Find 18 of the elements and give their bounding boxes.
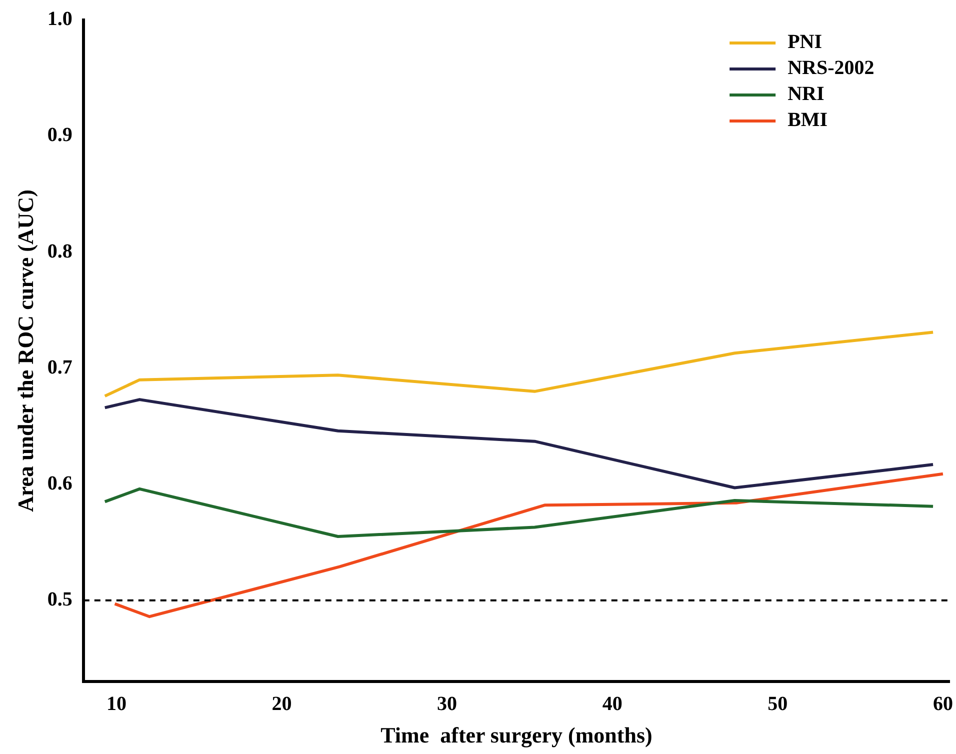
x-tick-label: 40 [602, 692, 622, 715]
y-tick-label: 0.7 [47, 356, 72, 378]
legend-label: BMI [788, 109, 828, 132]
x-tick-label: 60 [932, 692, 953, 715]
y-tick-label: 0.9 [47, 124, 72, 146]
x-tick-label: 20 [272, 692, 292, 715]
x-axis-title: Time after surgery (months) [380, 722, 652, 748]
y-tick-label: 0.5 [47, 588, 72, 611]
legend-label: NRS-2002 [788, 57, 874, 80]
y-axis-title: Area under the ROC curve (AUC) [12, 190, 38, 512]
x-tick-label: 30 [437, 692, 458, 715]
legend-label: NRI [788, 83, 824, 106]
legend-label: PNI [788, 31, 822, 54]
x-tick-label: 10 [106, 692, 126, 715]
y-tick-label: 0.8 [47, 240, 72, 262]
x-tick-label: 50 [768, 692, 788, 715]
y-tick-label: 1.0 [47, 8, 72, 30]
y-tick-label: 0.6 [47, 472, 72, 494]
